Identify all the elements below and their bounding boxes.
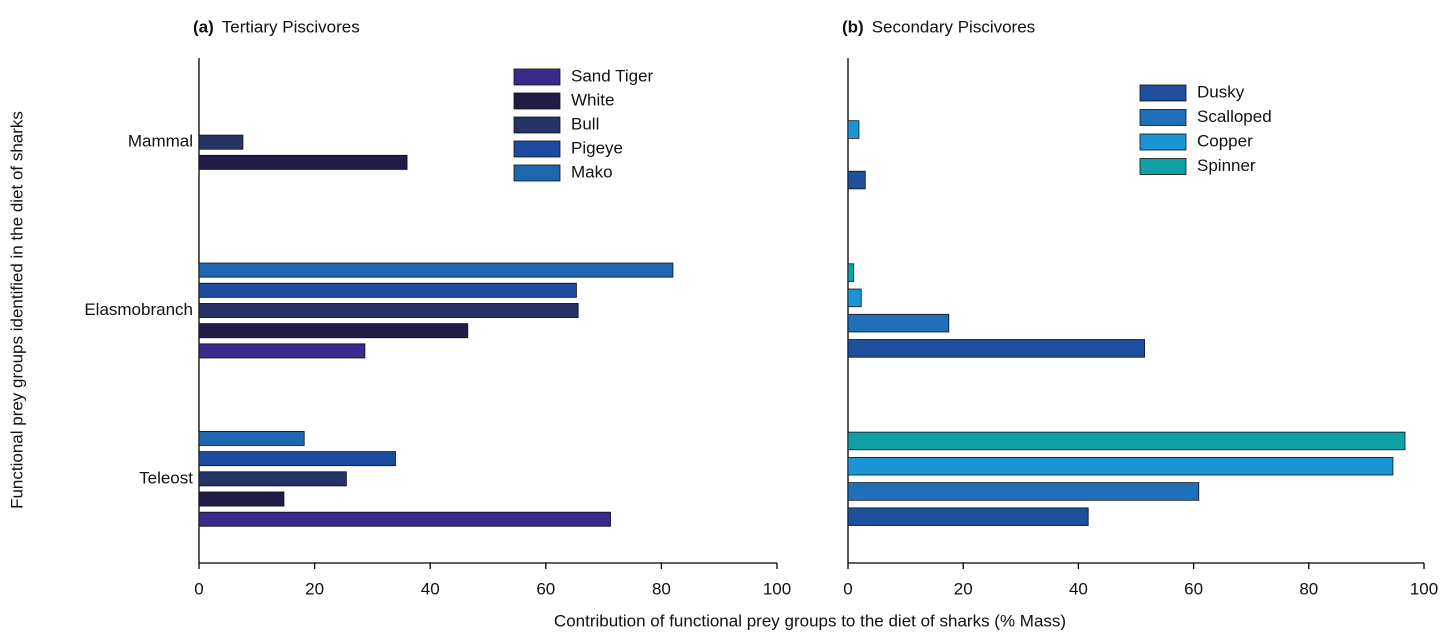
bar: [198, 154, 408, 170]
legend-label: Copper: [1197, 131, 1253, 150]
x-tick-label: 0: [194, 579, 203, 598]
legend-swatch: [513, 92, 561, 110]
x-tick-label: 20: [954, 579, 973, 598]
y-axis-label: Functional prey groups identified in the…: [7, 111, 26, 509]
bar: [847, 288, 862, 308]
legend-label: Mako: [571, 162, 613, 181]
y-tick-label: Teleost: [139, 468, 193, 487]
bar: [198, 343, 366, 359]
legend-label: Dusky: [1197, 82, 1245, 101]
bar: [198, 134, 244, 150]
legend-swatch: [513, 140, 561, 158]
x-tick-label: 60: [1184, 579, 1203, 598]
x-tick-label: 0: [843, 579, 852, 598]
bar: [198, 262, 674, 278]
bar: [198, 282, 577, 298]
legend-swatch: [513, 116, 561, 134]
bar: [847, 456, 1394, 476]
legend-swatch: [513, 164, 561, 182]
legend-swatch: [513, 68, 561, 86]
legend-label: White: [571, 90, 614, 109]
x-tick-label: 100: [1410, 579, 1438, 598]
bar: [847, 263, 855, 282]
bar: [198, 323, 469, 339]
bar: [198, 491, 285, 507]
legend-swatch: [1139, 84, 1187, 102]
chart-title: Secondary Piscivores: [872, 17, 1035, 36]
bar: [847, 431, 1406, 451]
bar: [847, 313, 950, 333]
x-tick-label: 60: [536, 579, 555, 598]
legend-swatch: [1139, 133, 1187, 151]
bar: [847, 507, 1089, 526]
bar: [198, 471, 347, 487]
panel-label: (a): [193, 17, 214, 36]
x-axis-label: Contribution of functional prey groups t…: [554, 611, 1066, 630]
bar: [198, 451, 396, 467]
y-tick-label: Mammal: [128, 132, 193, 151]
legend-label: Pigeye: [571, 138, 623, 157]
bar: [847, 170, 866, 190]
bar: [847, 339, 1146, 358]
bar: [198, 511, 611, 527]
x-tick-label: 40: [1069, 579, 1088, 598]
legend-swatch: [1139, 109, 1187, 126]
legend-label: Scalloped: [1197, 107, 1272, 126]
y-tick-label: Elasmobranch: [84, 300, 193, 319]
x-tick-label: 80: [1299, 579, 1318, 598]
x-tick-label: 80: [652, 579, 671, 598]
bar: [847, 120, 860, 139]
bar: [847, 482, 1200, 501]
x-tick-label: 20: [305, 579, 324, 598]
legend-label: Bull: [571, 114, 599, 133]
panel-label: (b): [842, 17, 864, 36]
legend-label: Sand Tiger: [571, 66, 654, 85]
bar: [198, 430, 305, 446]
legend-label: Spinner: [1197, 156, 1256, 175]
bar: [198, 303, 579, 318]
x-tick-label: 40: [421, 579, 440, 598]
legend-swatch: [1139, 158, 1187, 175]
chart-title: Tertiary Piscivores: [222, 17, 360, 36]
x-tick-label: 100: [763, 579, 791, 598]
